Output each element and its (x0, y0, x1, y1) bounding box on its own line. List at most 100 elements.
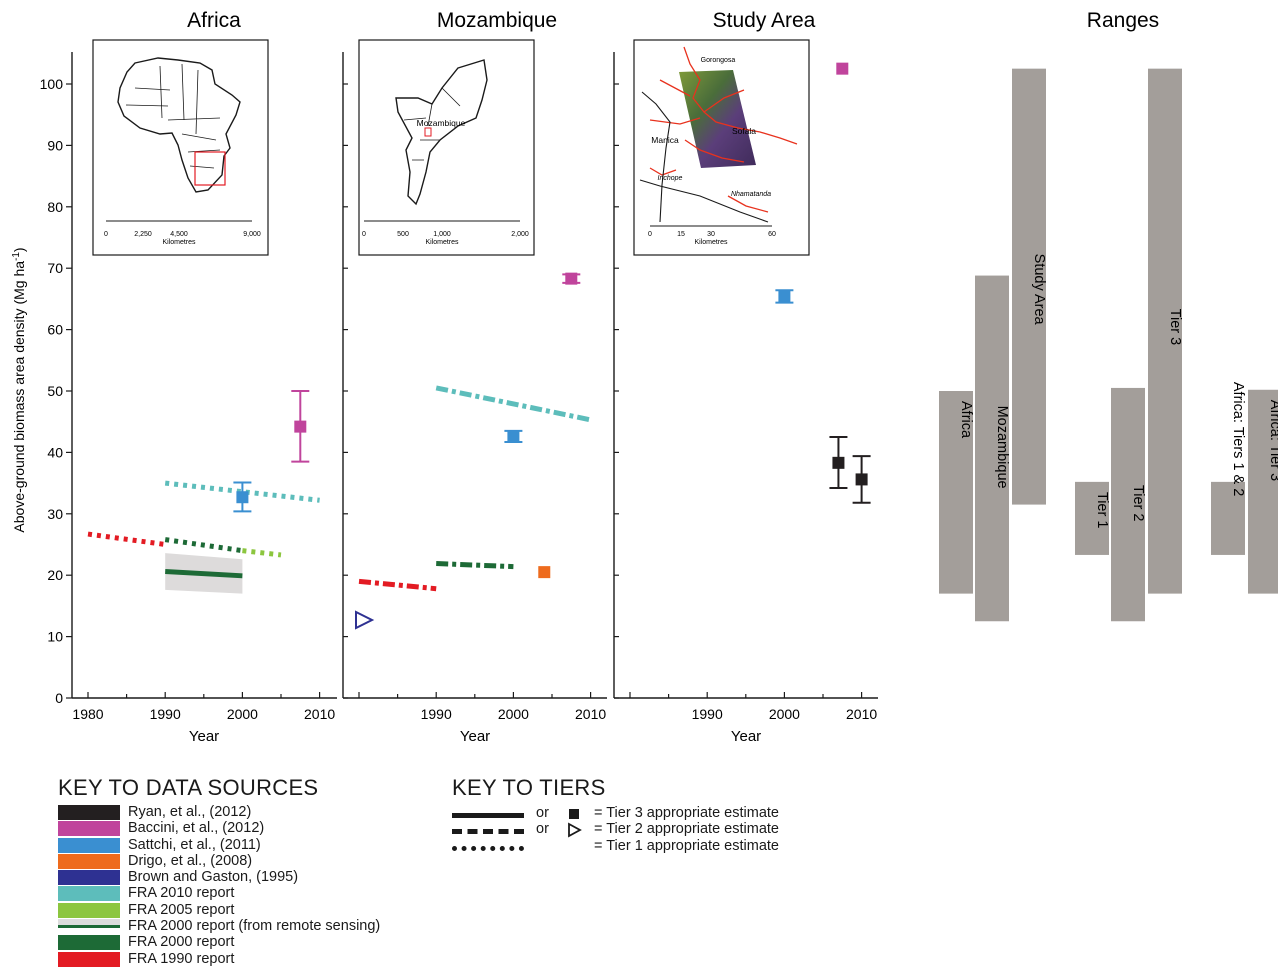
series-line-fra2000 (164, 537, 243, 554)
tier-line-glyph-dashdot (452, 829, 524, 835)
scale-unit: Kilometres (694, 239, 728, 246)
inset-focus-rect (194, 151, 226, 186)
y-tick-label: 70 (47, 260, 63, 276)
x-axis-title-study-area: Year (731, 728, 761, 745)
series-line-fra2010 (164, 480, 320, 503)
key-swatch-fra2010 (58, 886, 120, 902)
x-tick-label: 2010 (846, 706, 877, 722)
scale-unit: Kilometres (425, 239, 459, 246)
x-tick-label: 2010 (304, 706, 335, 722)
y-axis-label: Above-ground biomass area density (Mg ha… (11, 247, 27, 532)
key-swatch-fra2000rs (58, 919, 120, 935)
scale-tick: 9,000 (243, 231, 261, 238)
panel-title-study-area: Study Area (713, 9, 816, 32)
x-tick-label: 2000 (227, 706, 258, 722)
key-swatch-fra1990 (58, 951, 120, 967)
x-tick-label: 1990 (692, 706, 723, 722)
tier-marker-square (569, 809, 579, 819)
tier-or: or (536, 805, 549, 821)
tier-row: or = Tier 2 appropriate estimate (452, 821, 872, 838)
key-swatch-drigo (58, 853, 120, 869)
key-source-label: FRA 2005 report (128, 901, 235, 918)
panel-title-africa: Africa (187, 9, 241, 32)
key-source-label: FRA 2000 report (from remote sensing) (128, 918, 381, 935)
key-swatch-fra2005 (58, 902, 120, 918)
inset-place-label: Gorongosa (701, 57, 736, 64)
data-marks (87, 62, 871, 630)
mozambique-outline (395, 59, 488, 206)
series-line-fra1990 (358, 578, 437, 592)
inset-map-study-area: Gorongosa Manica Sofala Inchope Nhamatan… (633, 39, 810, 256)
point-baccini (836, 62, 849, 75)
y-tick-label: 100 (40, 76, 64, 92)
inset-place-label: Manica (651, 135, 679, 145)
tier-row: = Tier 1 appropriate estimate (452, 837, 872, 855)
x-tick-label: 2000 (498, 706, 529, 722)
series-line-fra2000 (436, 561, 514, 570)
scale-tick: 0 (648, 231, 652, 238)
y-tick-label: 0 (55, 690, 63, 706)
scale-tick: 0 (104, 231, 108, 238)
key-swatch-ryan (58, 805, 120, 820)
point-baccini (294, 420, 307, 433)
rivers (649, 46, 798, 213)
x-tick-label: 2000 (769, 706, 800, 722)
key-source-label: Drigo, et al., (2008) (128, 852, 253, 869)
key-source-label: Baccini, et al., (2012) (128, 820, 265, 837)
inset-map-africa: 0 2,250 4,500 9,000 Kilometres (92, 39, 269, 256)
x-tick-label: 1980 (72, 706, 103, 722)
scale-tick: 2,000 (511, 231, 529, 238)
inset-place-label: Inchope (658, 175, 683, 182)
y-tick-label: 10 (47, 629, 63, 645)
scale-unit: Kilometres (162, 239, 196, 246)
range-label: Mozambique (994, 406, 1010, 489)
range-bar (975, 275, 1009, 622)
range-bar (1248, 389, 1278, 594)
tier-label: = Tier 1 appropriate estimate (594, 837, 779, 854)
inset-place-label: Sofala (732, 126, 756, 136)
point-ryan (832, 456, 845, 469)
point-sattchi (507, 430, 520, 443)
tier-row: or = Tier 3 appropriate estimate (452, 805, 872, 822)
scale-tick: 500 (397, 231, 409, 238)
scale-tick: 30 (707, 231, 715, 238)
range-bar (1075, 481, 1109, 555)
series-line-fra2005 (242, 548, 282, 558)
key-tiers-title: KEY TO TIERS (452, 775, 606, 800)
key-source-label: Sattchi, et al., (2011) (128, 836, 261, 853)
range-label: Africa (958, 401, 974, 439)
x-ticks: 1980 1990 2000 2010 1990 2000 2010 1990 2000 2010 (72, 692, 877, 722)
point-brown (355, 610, 375, 630)
satellite-scene (679, 70, 756, 168)
tier-marker-triangle (568, 822, 582, 838)
key-sources-title: KEY TO DATA SOURCES (58, 775, 319, 800)
panel-title-ranges: Ranges (1087, 9, 1159, 32)
point-sattchi (778, 290, 791, 303)
range-bar (939, 391, 973, 594)
series-line-fra2000rs (165, 569, 243, 579)
scale-tick: 0 (362, 231, 366, 238)
y-tick-label: 80 (47, 199, 63, 215)
x-axis-title-mozambique: Year (460, 728, 490, 745)
range-bar (1012, 68, 1046, 505)
range-label: Study Area (1031, 254, 1047, 326)
inset-focus-rect (424, 127, 432, 137)
scale-tick: 15 (677, 231, 685, 238)
y-tick-label: 40 (47, 444, 63, 460)
series-line-fra2010 (435, 385, 592, 423)
range-label: Tier 2 (1130, 485, 1146, 522)
key-source-label: FRA 2010 report (128, 885, 235, 902)
series-line-fra1990 (87, 531, 166, 547)
tier-or: or (536, 821, 549, 838)
key-swatch-brown (58, 870, 120, 886)
range-bar (1211, 481, 1245, 555)
scale-tick: 60 (768, 231, 776, 238)
range-label: Tier 3 (1167, 309, 1183, 346)
x-tick-label: 2010 (575, 706, 606, 722)
tier-line-glyph-dotted (452, 845, 524, 851)
key-swatch-sattchi (58, 837, 120, 853)
key-source-label: Ryan, et al., (2012) (128, 804, 252, 820)
y-ticks: 0 10 20 30 40 50 60 70 80 90 100 (40, 76, 619, 706)
x-tick-label: 1990 (421, 706, 452, 722)
